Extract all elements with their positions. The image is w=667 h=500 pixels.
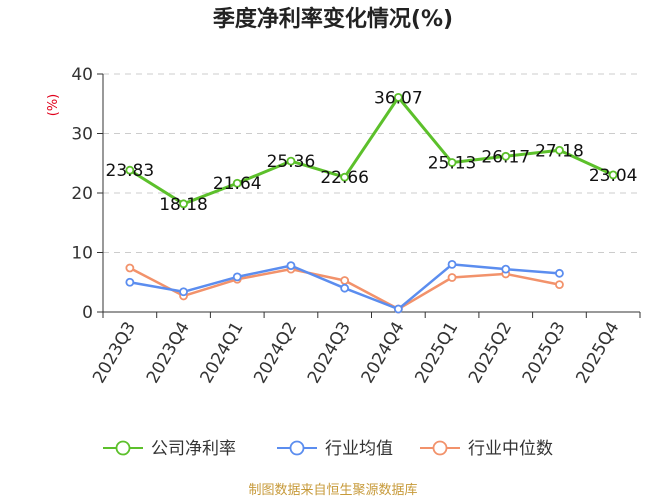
data-point (447, 259, 457, 269)
x-tick-label: 2025Q4 (572, 319, 623, 387)
x-tick-label: 2024Q1 (197, 319, 248, 387)
data-point (125, 277, 135, 287)
data-point (340, 172, 350, 182)
data-point (555, 145, 564, 155)
data-point (179, 199, 188, 209)
data-point (501, 264, 511, 274)
data-point (232, 178, 242, 188)
y-tick-label: 0 (82, 303, 93, 323)
data-label: 25.13 (428, 153, 477, 173)
gridlines (103, 73, 640, 253)
x-axis: 2023Q3 2023Q4 2024Q1 2024Q2 2024Q3 2024Q4 2025… (89, 311, 641, 387)
data-label: 27.18 (535, 141, 584, 161)
y-tick-label: 20 (71, 184, 93, 204)
data-point (125, 165, 135, 175)
y-unit-label: (%) (46, 94, 61, 117)
x-tick-label: 2023Q3 (89, 319, 140, 387)
data-point (501, 151, 511, 161)
data-point (393, 92, 403, 102)
legend-label: 行业均值 (325, 439, 393, 459)
x-tick-label: 2025Q2 (465, 319, 516, 387)
data-point (286, 156, 296, 166)
x-tick-label: 2024Q2 (250, 319, 301, 387)
data-point (179, 287, 188, 297)
legend-marker (289, 440, 305, 456)
data-point (608, 170, 618, 180)
data-label: 18.18 (159, 195, 208, 215)
data-label: 23.04 (589, 166, 638, 186)
legend-label: 行业中位数 (468, 439, 553, 459)
series-line (129, 95, 614, 206)
data-label: 25.36 (267, 152, 316, 172)
data-label: 22.66 (320, 168, 369, 188)
data-label: 36.07 (374, 88, 423, 108)
data-point (555, 268, 564, 278)
legend-label: 公司净利率 (151, 439, 236, 459)
source-note: 制图数据来自恒生聚源数据库 (248, 482, 417, 498)
data-point (340, 276, 350, 285)
legend-marker (432, 440, 448, 456)
data-point (447, 273, 457, 282)
y-tick-label: 30 (71, 125, 93, 145)
data-point (393, 304, 403, 314)
data-point (447, 158, 457, 167)
y-tick-label: 10 (71, 244, 93, 264)
data-point (286, 261, 296, 270)
chart-title: 季度净利率变化情况(%) (213, 6, 453, 32)
y-axis: 0 10 20 30 40 (71, 65, 104, 323)
series-layer (125, 92, 618, 314)
data-label: 23.83 (106, 161, 155, 181)
x-tick-label: 2025Q3 (519, 319, 570, 387)
y-tick-label: 40 (71, 65, 93, 85)
data-label: 26.17 (481, 147, 530, 167)
legend: 公司净利率 行业均值 行业中位数 (103, 439, 553, 459)
legend-marker (115, 440, 131, 456)
x-tick-label: 2025Q1 (411, 319, 462, 387)
x-tick-label: 2024Q4 (358, 319, 409, 387)
data-point (555, 280, 564, 290)
data-label: 21.64 (213, 174, 262, 194)
x-tick-label: 2024Q3 (304, 319, 355, 387)
data-point (232, 272, 242, 282)
data-point (125, 263, 135, 273)
x-tick-label: 2023Q4 (143, 319, 194, 387)
data-point (340, 283, 350, 293)
